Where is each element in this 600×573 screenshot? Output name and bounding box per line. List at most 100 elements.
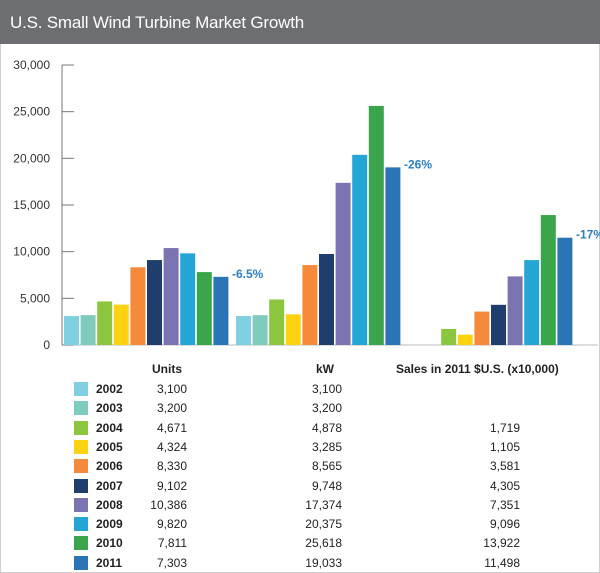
bar-2011-0 bbox=[213, 276, 229, 345]
row-year: 2006 bbox=[96, 459, 123, 474]
table-row: 2007 9,102 9,748 4,305 bbox=[0, 478, 600, 496]
bar-2004-1 bbox=[269, 299, 285, 345]
row-sales: 7,351 bbox=[489, 497, 520, 512]
row-kw: 25,618 bbox=[305, 536, 342, 551]
bar-chart: 30,000 25,000 20,000 15,000 10,000 5,000 0 -6.5… bbox=[13, 58, 600, 352]
legend-swatch bbox=[74, 517, 88, 532]
legend-swatch bbox=[74, 536, 88, 551]
row-units: 10,386 bbox=[150, 497, 187, 512]
bar-2008-2 bbox=[507, 276, 523, 345]
bar-2010-1 bbox=[368, 105, 384, 345]
row-sales: 1,719 bbox=[489, 420, 520, 435]
table-row: 2008 10,386 17,374 7,351 bbox=[0, 497, 600, 515]
table-row: 2004 4,671 4,878 1,719 bbox=[0, 420, 600, 438]
row-units: 9,820 bbox=[156, 517, 187, 532]
row-units: 3,200 bbox=[156, 401, 187, 416]
bar-2003-0 bbox=[80, 315, 96, 345]
row-kw: 19,033 bbox=[305, 555, 342, 570]
legend-swatch bbox=[74, 497, 88, 512]
table-row: 2006 8,330 8,565 3,581 bbox=[0, 458, 600, 476]
bar-2010-0 bbox=[196, 272, 212, 345]
legend-swatch bbox=[74, 401, 88, 416]
bar-2006-1 bbox=[302, 265, 318, 345]
bar-2004-2 bbox=[441, 328, 457, 345]
change-annotation: -26% bbox=[404, 157, 432, 171]
row-kw: 3,100 bbox=[311, 382, 342, 396]
row-kw: 20,375 bbox=[305, 517, 342, 532]
row-year: 2007 bbox=[96, 478, 123, 493]
row-year: 2003 bbox=[96, 401, 123, 416]
row-year: 2008 bbox=[96, 497, 123, 512]
row-sales: 11,498 bbox=[484, 555, 520, 570]
bar-2010-2 bbox=[540, 215, 556, 345]
row-sales: 4,305 bbox=[489, 478, 520, 493]
bar-2005-1 bbox=[285, 314, 301, 345]
bar-2007-2 bbox=[491, 304, 506, 345]
row-units: 4,671 bbox=[156, 420, 187, 435]
row-year: 2005 bbox=[96, 439, 123, 454]
y-tick-label: 20,000 bbox=[13, 151, 50, 165]
bar-2004-0 bbox=[97, 301, 113, 345]
bar-2008-1 bbox=[335, 182, 351, 345]
row-sales: 13,922 bbox=[483, 536, 520, 551]
bar-2003-1 bbox=[252, 315, 268, 345]
header-sales: Sales in 2011 $U.S. (x10,000) bbox=[396, 362, 559, 376]
table-row: 2011 7,303 19,033 11,498 bbox=[0, 555, 600, 573]
header-kw: kW bbox=[316, 362, 334, 376]
table-row: 2010 7,811 25,618 13,922 bbox=[0, 535, 600, 553]
row-year: 2009 bbox=[96, 517, 123, 532]
y-tick-label: 0 bbox=[43, 338, 50, 352]
row-kw: 3,200 bbox=[311, 401, 342, 416]
row-units: 3,100 bbox=[156, 382, 187, 396]
change-annotation: -6.5% bbox=[232, 267, 264, 281]
row-kw: 8,565 bbox=[311, 459, 342, 474]
row-year: 2010 bbox=[96, 536, 123, 551]
bar-2008-0 bbox=[163, 248, 179, 345]
row-sales: 1,105 bbox=[489, 439, 520, 454]
table-row: 2002 3,100 3,100 bbox=[0, 381, 600, 399]
row-kw: 4,878 bbox=[311, 420, 342, 435]
row-sales: 3,581 bbox=[489, 459, 520, 474]
bar-2011-1 bbox=[385, 167, 401, 345]
legend-swatch bbox=[74, 439, 88, 454]
legend-swatch bbox=[74, 555, 88, 570]
bar-2011-2 bbox=[557, 237, 573, 345]
legend-swatch bbox=[74, 382, 88, 396]
chart-title: U.S. Small Wind Turbine Market Growth bbox=[10, 13, 304, 32]
legend-swatch bbox=[74, 478, 88, 493]
legend-swatch bbox=[74, 420, 88, 435]
change-annotation: -17% bbox=[576, 228, 600, 242]
row-kw: 9,748 bbox=[311, 478, 342, 493]
row-units: 7,303 bbox=[156, 555, 187, 570]
bar-2009-2 bbox=[524, 260, 540, 345]
bar-2005-0 bbox=[113, 304, 129, 345]
bar-2006-0 bbox=[130, 267, 146, 345]
y-tick-label: 10,000 bbox=[13, 245, 50, 259]
row-kw: 17,374 bbox=[305, 497, 342, 512]
row-sales: 9,096 bbox=[489, 517, 520, 532]
y-tick-label: 5,000 bbox=[20, 291, 50, 305]
bar-2006-2 bbox=[474, 311, 490, 345]
bar-2007-0 bbox=[147, 260, 162, 345]
y-tick-label: 25,000 bbox=[13, 105, 50, 119]
legend-swatch bbox=[74, 459, 88, 474]
row-year: 2011 bbox=[96, 555, 123, 570]
title-bar: U.S. Small Wind Turbine Market Growth bbox=[0, 0, 600, 44]
row-kw: 3,285 bbox=[311, 439, 342, 454]
row-year: 2002 bbox=[96, 382, 123, 396]
y-tick-label: 15,000 bbox=[13, 198, 50, 212]
row-units: 9,102 bbox=[156, 478, 187, 493]
table-row: 2005 4,324 3,285 1,105 bbox=[0, 439, 600, 457]
header-units: Units bbox=[152, 362, 182, 376]
bar-2007-1 bbox=[319, 254, 334, 345]
row-units: 4,324 bbox=[156, 439, 187, 454]
y-tick-label: 30,000 bbox=[13, 58, 50, 72]
table-row: 2003 3,200 3,200 bbox=[0, 400, 600, 418]
row-year: 2004 bbox=[96, 420, 123, 435]
bar-2009-0 bbox=[180, 253, 196, 345]
bar-2002-1 bbox=[236, 316, 251, 345]
table-row: 2009 9,820 20,375 9,096 bbox=[0, 516, 600, 534]
row-units: 8,330 bbox=[156, 459, 187, 474]
